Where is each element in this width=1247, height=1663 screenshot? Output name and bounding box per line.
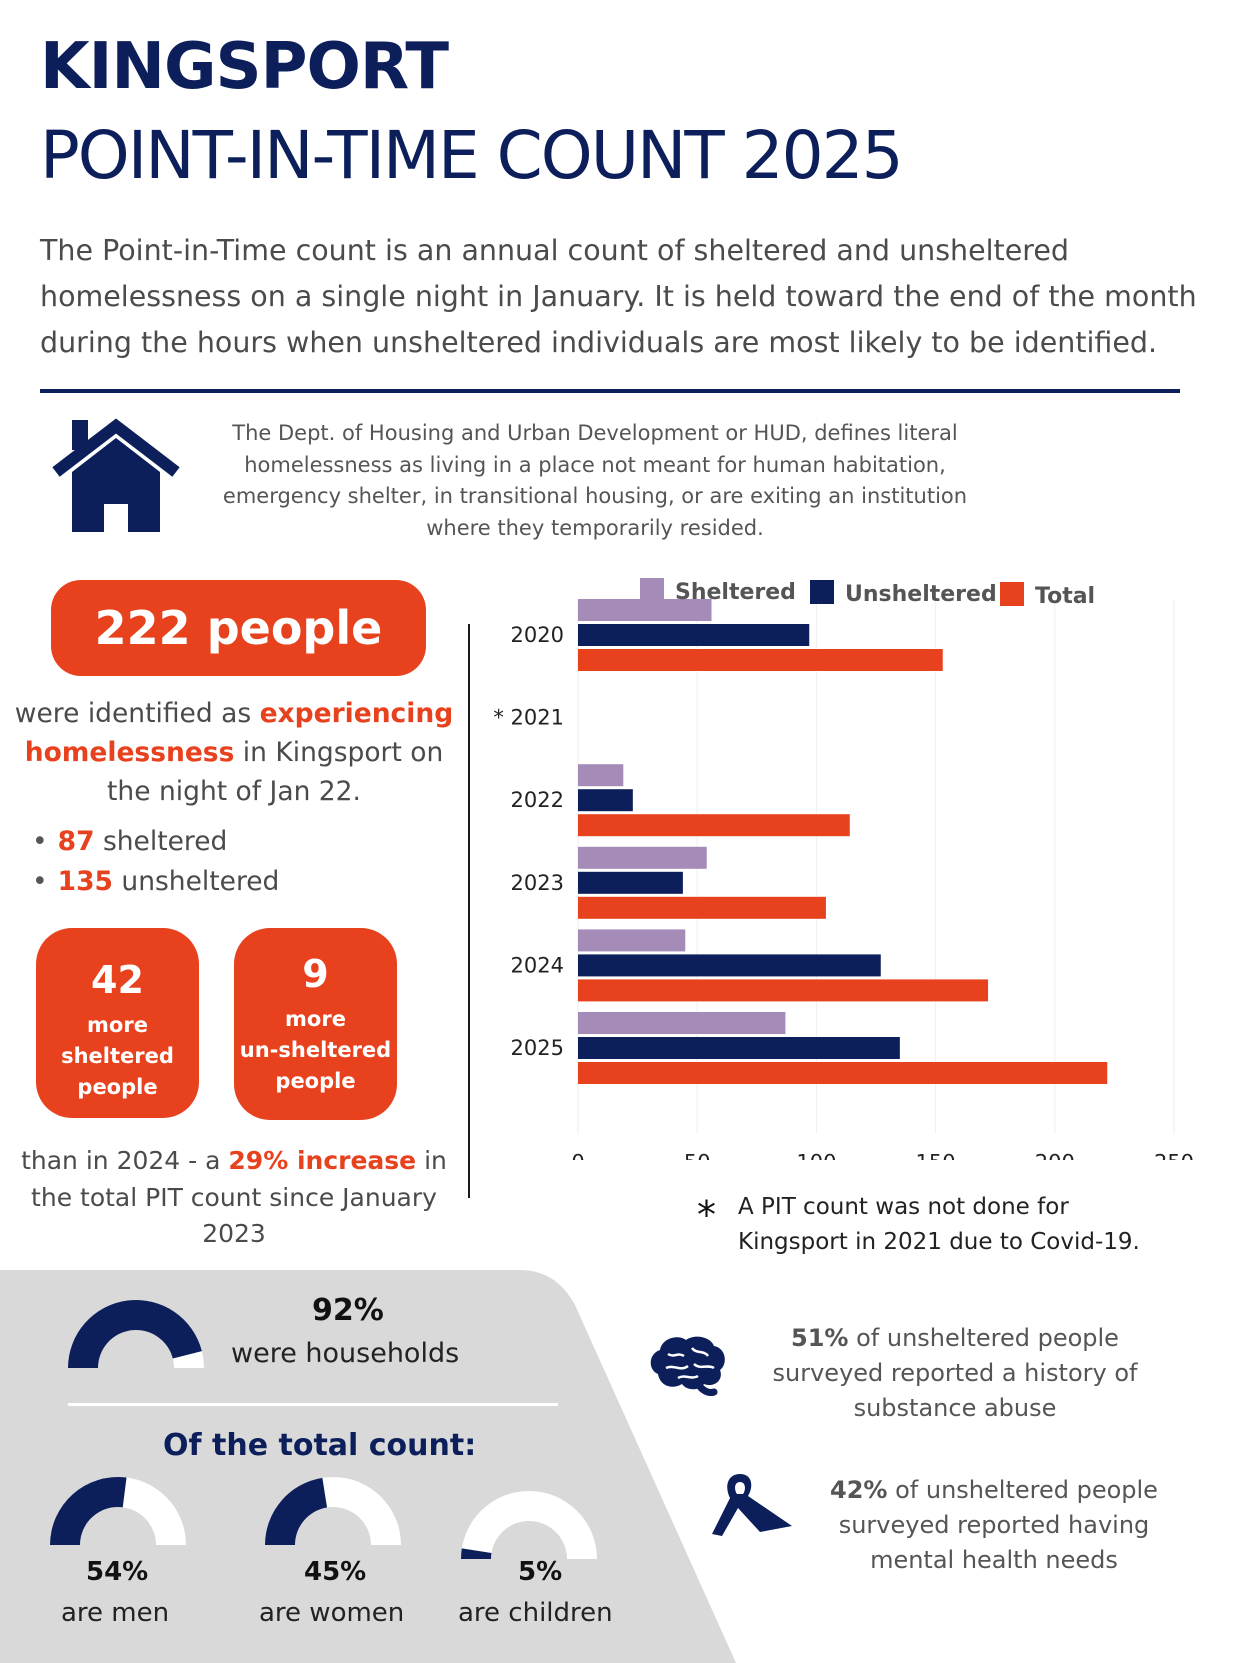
- legend-label-total: Total: [1035, 584, 1095, 609]
- legend-swatch-unsheltered: [810, 580, 834, 604]
- bar-unsheltered-2023: [578, 871, 683, 894]
- men-percent: 54%: [86, 1557, 149, 1587]
- women-percent: 45%: [304, 1557, 367, 1587]
- of-total-heading: Of the total count:: [163, 1428, 477, 1463]
- comparison-highlight: 29% increase: [228, 1146, 417, 1175]
- sheltered-increase-box: 42 more sheltered people: [36, 928, 199, 1118]
- y-category-label: * 2021: [493, 706, 564, 730]
- bar-total-2022: [578, 814, 850, 837]
- footnote-star: *: [697, 1193, 716, 1237]
- bar-total-2025: [578, 1062, 1108, 1084]
- bar-sheltered-2024: [578, 929, 686, 952]
- bar-sheltered-2025: [578, 1012, 786, 1034]
- header-divider: [40, 389, 1180, 393]
- count-breakdown-list: 87 sheltered 135 unsheltered: [32, 822, 280, 902]
- substance-abuse-stat: 51% of unsheltered people surveyed repor…: [772, 1324, 1138, 1422]
- y-category-label: 2023: [511, 871, 564, 895]
- headline-highlight: experiencing homelessness: [24, 698, 454, 768]
- x-tick-label: 100: [796, 1151, 836, 1160]
- y-category-label: 2025: [511, 1036, 564, 1060]
- house-icon: [52, 418, 180, 532]
- intro-paragraph: The Point-in-Time count is an annual cou…: [40, 234, 1197, 359]
- bar-unsheltered-2022: [578, 789, 633, 812]
- men-label: are men: [61, 1598, 170, 1628]
- brain-icon: [650, 1336, 725, 1396]
- children-label: are children: [458, 1598, 613, 1628]
- y-category-label: 2024: [511, 953, 564, 977]
- children-percent: 5%: [518, 1557, 563, 1587]
- legend-swatch-sheltered: [640, 578, 664, 602]
- bar-total-2020: [578, 649, 943, 671]
- bar-sheltered-2020: [578, 599, 712, 621]
- panel-divider: [68, 1403, 558, 1406]
- x-tick-label: 250: [1154, 1151, 1194, 1160]
- bar-unsheltered-2024: [578, 954, 881, 977]
- hud-definition: The Dept. of Housing and Urban Developme…: [222, 421, 968, 540]
- mental-health-stat: 42% of unsheltered people surveyed repor…: [830, 1476, 1158, 1574]
- demographics-panel: [0, 1270, 736, 1663]
- bar-unsheltered-2020: [578, 624, 810, 646]
- ribbon-icon: [712, 1474, 792, 1536]
- bar-unsheltered-2025: [578, 1037, 900, 1059]
- households-gauge: [68, 1300, 204, 1368]
- men-gauge: [50, 1477, 186, 1545]
- legend-label-sheltered: Sheltered: [675, 580, 796, 605]
- legend-label-unsheltered: Unsheltered: [845, 582, 997, 607]
- children-gauge-track: [461, 1491, 597, 1559]
- page-title: KINGSPORT: [40, 30, 449, 104]
- bar-sheltered-2022: [578, 764, 624, 787]
- x-tick-label: 150: [916, 1151, 956, 1160]
- bar-sheltered-2023: [578, 846, 707, 869]
- y-category-label: 2020: [511, 623, 564, 647]
- x-tick-label: 50: [684, 1151, 711, 1160]
- bar-total-2024: [578, 979, 989, 1002]
- women-gauge: [265, 1477, 401, 1545]
- unsheltered-increase-box: 9 more un-sheltered people: [234, 928, 397, 1120]
- people-count-badge: 222 people: [51, 580, 426, 676]
- x-tick-label: 0: [571, 1151, 584, 1160]
- women-gauge-fill: [265, 1477, 328, 1545]
- page-subtitle: POINT-IN-TIME COUNT 2025: [40, 117, 904, 194]
- comparison-text: than in 2024 - a 29% increase in the tot…: [21, 1146, 447, 1248]
- men-gauge-fill: [50, 1477, 127, 1545]
- bar-total-2023: [578, 896, 826, 919]
- headline-text: were identified as experiencing homeless…: [14, 698, 454, 807]
- households-label: were households: [231, 1338, 460, 1369]
- x-tick-label: 200: [1035, 1151, 1075, 1160]
- pit-count-bar-chart: 0 50 100 150 200 250 2020 * 2021 2022 2023 2024 202…: [493, 578, 1194, 1160]
- children-gauge: [461, 1491, 597, 1559]
- households-gauge-fill: [68, 1300, 202, 1368]
- legend-swatch-total: [1000, 582, 1024, 606]
- children-gauge-fill: [461, 1548, 492, 1559]
- y-category-label: 2022: [511, 788, 564, 812]
- column-divider: [468, 624, 470, 1198]
- women-label: are women: [259, 1598, 405, 1628]
- list-item: 135 unsheltered: [32, 862, 280, 902]
- list-item: 87 sheltered: [32, 822, 279, 862]
- footnote-text: A PIT count was not done for Kingsport i…: [738, 1194, 1140, 1255]
- households-percent: 92%: [312, 1293, 384, 1328]
